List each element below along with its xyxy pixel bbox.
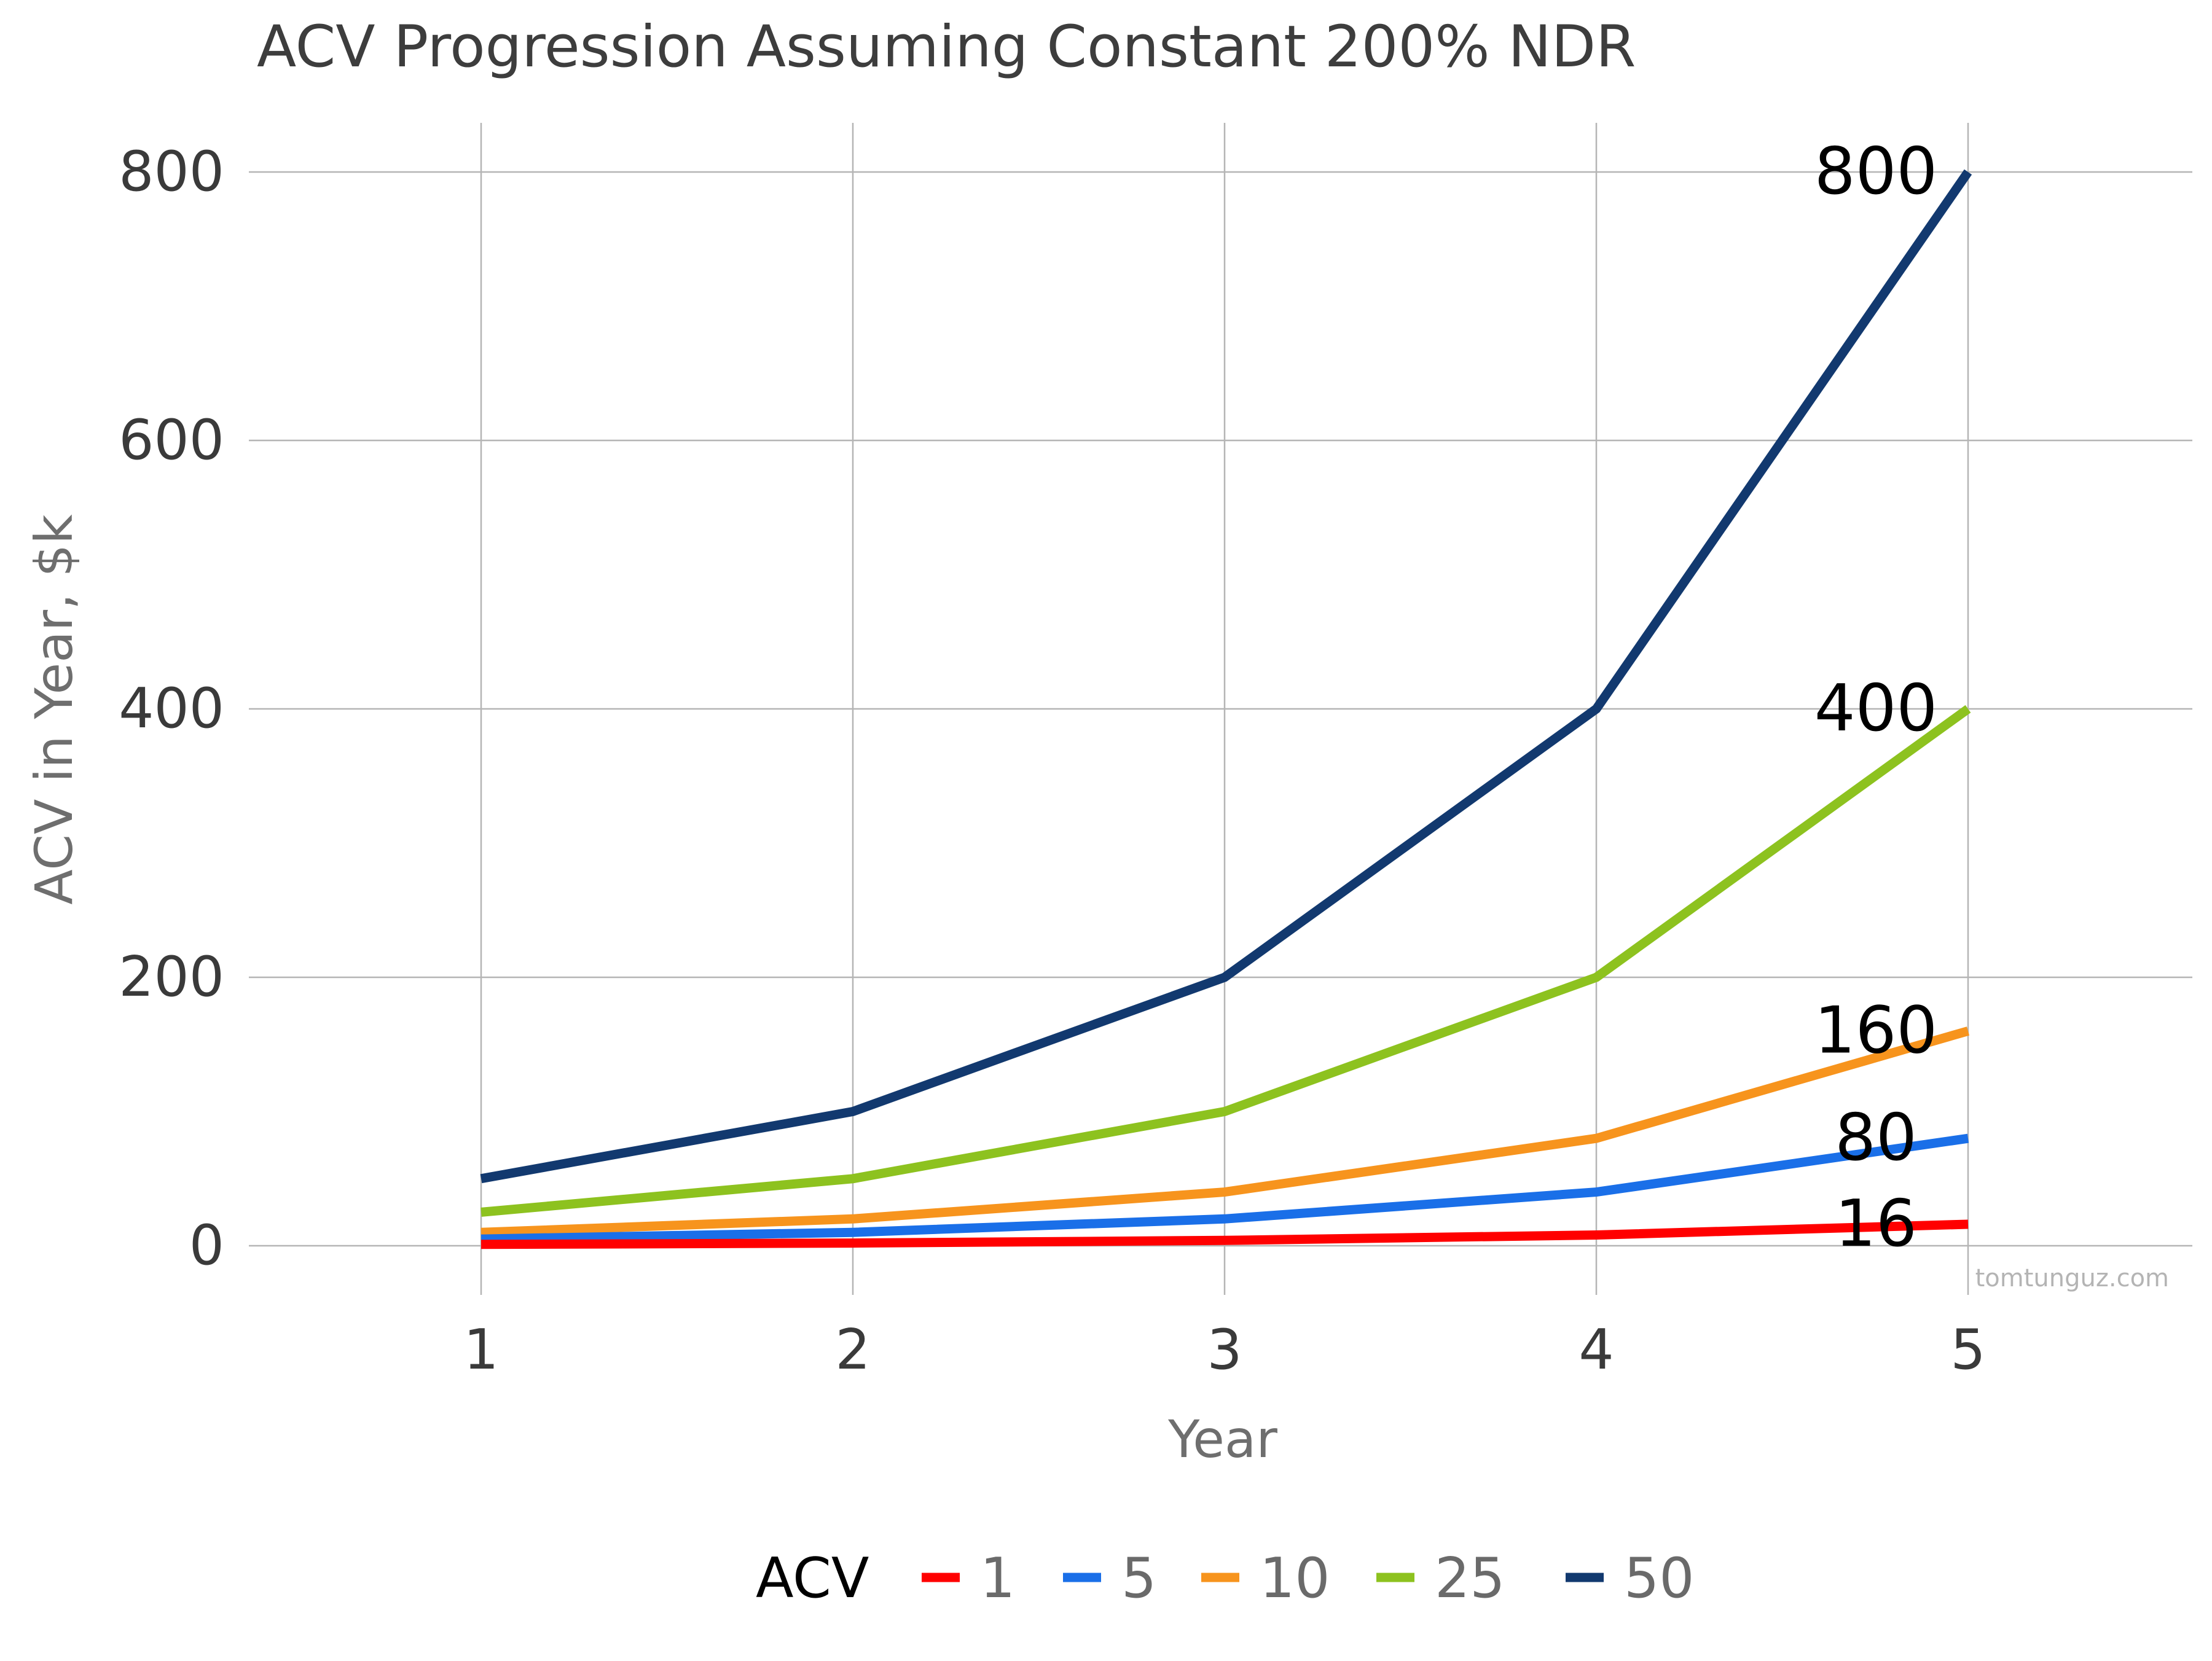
y-tick-label: 0 — [189, 1213, 224, 1278]
y-tick-label: 200 — [119, 945, 224, 1009]
legend-label-acv-5: 5 — [1121, 1546, 1156, 1611]
legend-label-acv-25: 25 — [1435, 1546, 1505, 1611]
series-line-acv-1 — [480, 1219, 1969, 1249]
chart-title: ACV Progression Assuming Constant 200% N… — [257, 14, 1636, 80]
x-tick-label: 5 — [1950, 1318, 1985, 1382]
end-labels: 16 80 160 400 800 — [1814, 134, 1937, 1261]
axis-ticks: 0 200 400 600 800 1 2 3 4 5 — [119, 139, 1985, 1382]
series-lines — [480, 169, 1972, 1249]
series-line-acv-50 — [480, 169, 1972, 1184]
legend-title: ACV — [756, 1546, 869, 1611]
x-axis-label: Year — [1167, 1409, 1277, 1469]
end-label-acv-25: 400 — [1814, 671, 1937, 746]
y-axis-label: ACV in Year, $k — [24, 514, 84, 905]
end-label-acv-10: 160 — [1814, 993, 1937, 1068]
series-line-acv-25 — [480, 705, 1971, 1217]
end-label-acv-1: 16 — [1835, 1186, 1917, 1261]
end-label-acv-5: 80 — [1835, 1100, 1917, 1175]
series-line-acv-10 — [480, 1026, 1970, 1237]
y-tick-label: 400 — [119, 676, 224, 741]
legend-label-acv-1: 1 — [980, 1546, 1015, 1611]
y-tick-label: 800 — [119, 139, 224, 204]
legend: ACV 1 5 10 25 50 — [756, 1546, 1695, 1611]
end-label-acv-50: 800 — [1814, 134, 1937, 209]
watermark: tomtunguz.com — [1975, 1264, 2169, 1292]
legend-label-acv-10: 10 — [1260, 1546, 1330, 1611]
x-tick-label: 2 — [835, 1318, 870, 1382]
y-tick-label: 600 — [119, 408, 224, 472]
x-tick-label: 1 — [463, 1318, 498, 1382]
series-line-acv-5 — [480, 1133, 1969, 1244]
legend-label-acv-50: 50 — [1624, 1546, 1695, 1611]
x-tick-label: 4 — [1579, 1318, 1614, 1382]
x-tick-label: 3 — [1207, 1318, 1242, 1382]
